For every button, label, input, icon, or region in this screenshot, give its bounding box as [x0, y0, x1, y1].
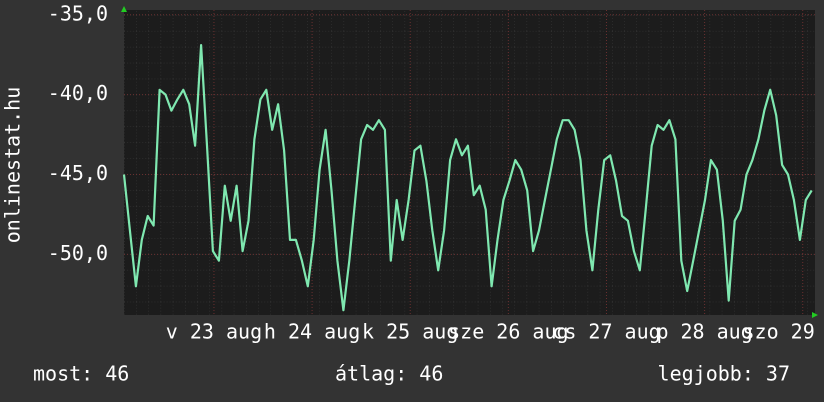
y-tick-label: -45,0: [48, 161, 108, 185]
x-tick-label: sze 26 aug: [448, 320, 568, 344]
y-tick-label: -50,0: [48, 241, 108, 265]
x-tick-label: cs 27 aug: [552, 320, 660, 344]
x-tick-label: szo 29 aug: [743, 320, 824, 344]
x-tick-label: v 23 aug: [166, 320, 262, 344]
y-tick-label: -40,0: [48, 81, 108, 105]
x-tick-label: k 25 aug: [362, 320, 458, 344]
stat-average: átlag: 46: [335, 362, 443, 386]
stat-now: most: 46: [33, 362, 129, 386]
stat-best: legjobb: 37: [658, 362, 790, 386]
marks: [122, 10, 815, 315]
y-tick-label: -35,0: [48, 1, 108, 25]
x-tick-label: h 24 aug: [264, 320, 360, 344]
y-axis-label: onlinestat.hu: [1, 87, 25, 244]
line: [122, 44, 813, 312]
x-tick-label: p 28 aug: [656, 320, 752, 344]
